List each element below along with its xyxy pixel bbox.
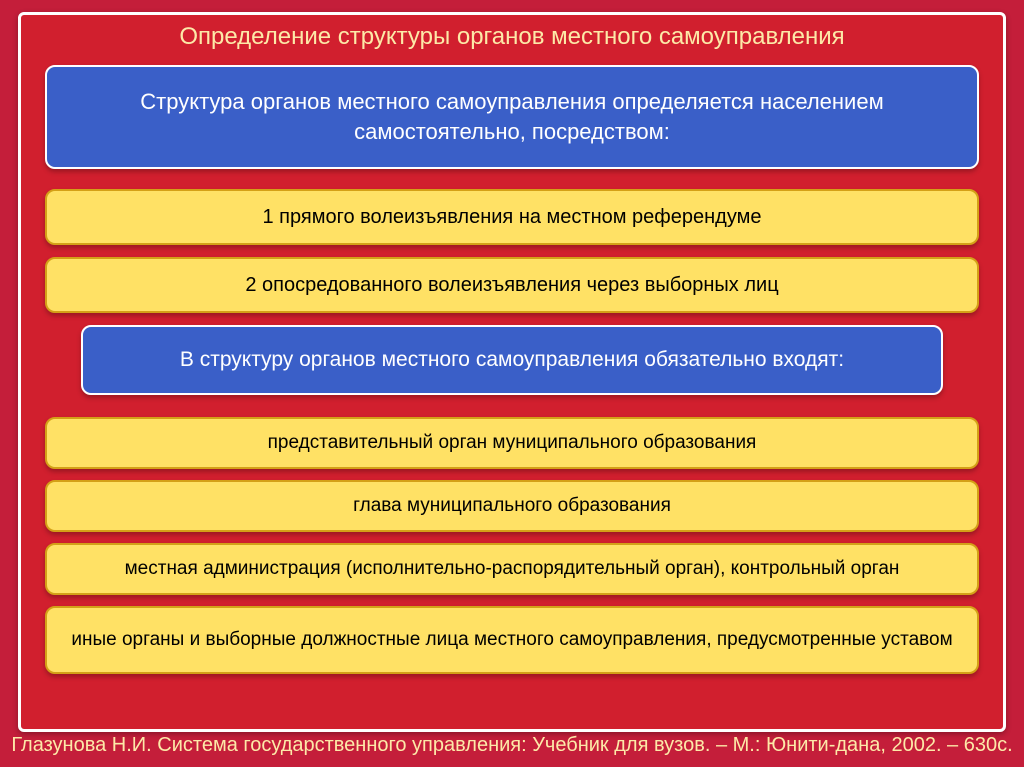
slide: Определение структуры органов местного с…	[0, 0, 1024, 767]
footer-citation: Глазунова Н.И. Система государственного …	[0, 734, 1024, 757]
structure-blue-box: В структуру органов местного самоуправле…	[81, 325, 943, 395]
content-area: Структура органов местного самоуправлени…	[21, 65, 1003, 674]
structure-item-2: глава муниципального образования	[45, 480, 979, 532]
structure-item-3: местная администрация (исполнительно-рас…	[45, 543, 979, 595]
slide-title: Определение структуры органов местного с…	[21, 23, 1003, 51]
inner-frame: Определение структуры органов местного с…	[18, 12, 1006, 732]
method-item-2: 2 опосредованного волеизъявления через в…	[45, 257, 979, 313]
structure-item-1: представительный орган муниципального об…	[45, 417, 979, 469]
intro-blue-box: Структура органов местного самоуправлени…	[45, 65, 979, 169]
method-item-1: 1 прямого волеизъявления на местном рефе…	[45, 189, 979, 245]
structure-item-4: иные органы и выборные должностные лица …	[45, 606, 979, 674]
